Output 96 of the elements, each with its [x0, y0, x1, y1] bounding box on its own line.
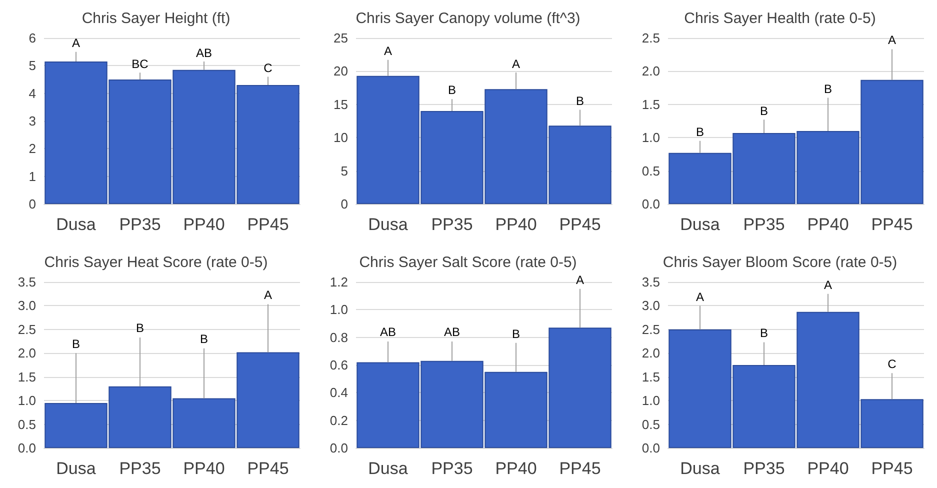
y-tick-label: 3.0 — [642, 298, 660, 314]
y-tick-label: 0.4 — [330, 385, 348, 400]
x-tick-label: PP45 — [247, 459, 289, 478]
x-tick-label: PP45 — [559, 459, 601, 478]
annotation: A — [888, 33, 896, 48]
y-tick-label: 2.0 — [642, 64, 660, 79]
annotation: AB — [444, 325, 460, 340]
annotation: B — [824, 82, 832, 96]
y-tick-label: 0.0 — [330, 440, 348, 456]
y-tick-label: 0.5 — [642, 163, 660, 178]
y-tick-label: 25 — [334, 30, 348, 46]
chart-title: Chris Sayer Heat Score (rate 0-5) — [44, 254, 268, 271]
annotation: A — [384, 44, 392, 58]
annotation: B — [136, 321, 144, 336]
y-tick-label: 10 — [334, 130, 348, 146]
x-tick-label: PP40 — [807, 215, 849, 234]
y-tick-label: 3.0 — [18, 298, 36, 314]
x-tick-label: Dusa — [368, 459, 408, 478]
x-tick-label: Dusa — [56, 215, 96, 234]
y-tick-label: 20 — [334, 64, 348, 79]
x-tick-label: PP45 — [559, 215, 601, 234]
x-tick-label: PP45 — [871, 459, 913, 478]
x-tick-label: PP40 — [495, 459, 537, 478]
annotation: A — [824, 278, 832, 292]
x-tick-label: Dusa — [680, 215, 720, 234]
y-tick-label: 1.0 — [330, 302, 348, 318]
y-tick-label: 1.2 — [330, 274, 348, 290]
x-tick-label: PP45 — [871, 215, 913, 234]
x-tick-label: PP35 — [743, 459, 785, 478]
x-tick-label: PP35 — [431, 215, 473, 234]
annotation: A — [264, 288, 272, 302]
x-tick-label: PP40 — [183, 215, 225, 234]
y-tick-label: 0.0 — [642, 440, 660, 456]
chart-title: Chris Sayer Bloom Score (rate 0-5) — [662, 254, 898, 271]
x-tick-label: PP40 — [183, 459, 225, 478]
annotation: C — [264, 60, 272, 75]
y-tick-label: 0 — [28, 196, 36, 212]
y-tick-label: 2 — [28, 141, 36, 156]
annotation: B — [760, 104, 768, 118]
y-tick-label: 4 — [28, 86, 36, 101]
y-tick-label: 1.0 — [18, 393, 36, 408]
y-tick-label: 3.5 — [642, 274, 660, 290]
annotation: B — [200, 332, 208, 346]
y-tick-label: 6 — [28, 30, 36, 46]
x-tick-label: PP35 — [743, 215, 785, 234]
chart-title: Chris Sayer Health (rate 0-5) — [684, 10, 876, 27]
annotation: C — [888, 357, 896, 372]
y-tick-label: 2.5 — [642, 30, 660, 46]
y-tick-label: 0.5 — [18, 416, 36, 432]
y-tick-label: 1.5 — [642, 369, 660, 384]
x-tick-label: PP40 — [807, 459, 849, 478]
y-tick-label: 0.5 — [642, 416, 660, 432]
chart-title: Chris Sayer Canopy volume (ft^3) — [356, 10, 580, 27]
y-tick-label: 1.0 — [642, 130, 660, 146]
annotation: B — [448, 83, 456, 98]
y-tick-label: 0.8 — [330, 330, 348, 345]
y-tick-label: 3 — [28, 114, 36, 128]
annotation: B — [512, 326, 520, 341]
annotation: AB — [196, 46, 212, 60]
annotation: B — [760, 326, 768, 340]
y-tick-label: 2.5 — [18, 322, 36, 337]
annotation: BC — [132, 56, 148, 71]
x-tick-label: PP40 — [495, 215, 537, 234]
x-tick-label: Dusa — [680, 459, 720, 478]
y-tick-label: 1 — [28, 168, 36, 184]
y-tick-label: 1.0 — [642, 393, 660, 408]
y-tick-label: 0 — [340, 196, 348, 212]
x-tick-label: Dusa — [368, 215, 408, 234]
y-tick-label: 1.5 — [18, 369, 36, 384]
y-tick-label: 15 — [334, 96, 348, 112]
annotation: A — [512, 56, 520, 71]
annotation: A — [696, 290, 704, 304]
x-tick-label: PP45 — [247, 215, 289, 234]
y-tick-label: 2.0 — [642, 346, 660, 361]
x-tick-label: PP35 — [431, 459, 473, 478]
chart-title: Chris Sayer Height (ft) — [82, 10, 230, 27]
y-tick-label: 0.6 — [330, 358, 348, 372]
y-tick-label: 2.5 — [642, 322, 660, 337]
y-tick-label: 0.0 — [642, 196, 660, 212]
chart-title: Chris Sayer Salt Score (rate 0-5) — [359, 254, 577, 271]
y-tick-label: 5 — [340, 163, 348, 178]
y-tick-label: 0.0 — [18, 440, 36, 456]
annotation: B — [72, 337, 80, 352]
y-tick-label: 2.0 — [18, 346, 36, 361]
x-tick-label: PP35 — [119, 215, 161, 234]
x-tick-label: PP35 — [119, 459, 161, 478]
annotation: B — [696, 124, 704, 139]
y-tick-label: 1.5 — [642, 96, 660, 112]
y-tick-label: 5 — [28, 58, 36, 74]
annotation: B — [576, 94, 584, 108]
y-tick-label: 3.5 — [18, 274, 36, 290]
annotation: A — [576, 272, 584, 287]
x-tick-label: Dusa — [56, 459, 96, 478]
annotation: AB — [380, 325, 396, 340]
annotation: A — [72, 36, 80, 50]
y-tick-label: 0.2 — [330, 412, 348, 428]
